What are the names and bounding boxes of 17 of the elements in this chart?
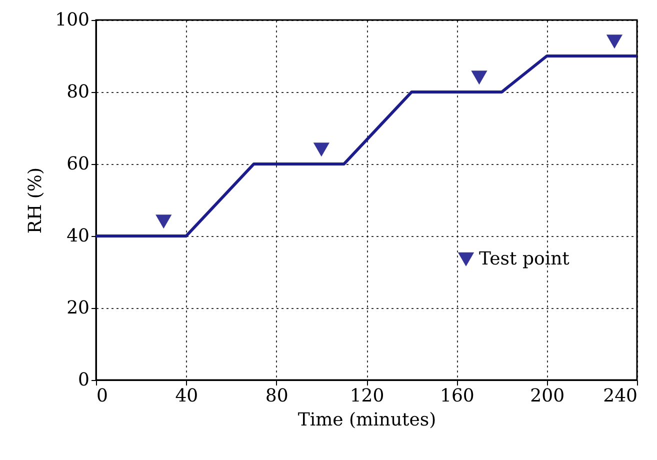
legend-label: Test point — [479, 248, 570, 270]
y-tick-label: 0 — [78, 370, 90, 390]
x-axis-title: Time (minutes) — [298, 410, 436, 430]
y-axis-title: RH (%) — [25, 167, 46, 234]
y-tick-label: 100 — [55, 10, 90, 30]
x-tick-label: 160 — [440, 386, 474, 406]
x-tick-label: 120 — [350, 386, 384, 406]
x-tick-label: 80 — [265, 386, 288, 406]
x-tick-label: 40 — [175, 386, 198, 406]
x-tick-label: 200 — [530, 386, 565, 406]
x-tick-label: 240 — [603, 386, 638, 406]
x-tick-label: 0 — [96, 386, 108, 406]
y-tick-label: 20 — [66, 298, 90, 318]
line-series — [94, 54, 638, 238]
y-tick-label: 40 — [66, 226, 90, 246]
y-tick-label: 60 — [66, 154, 90, 174]
y-tick-label: 80 — [66, 82, 90, 102]
